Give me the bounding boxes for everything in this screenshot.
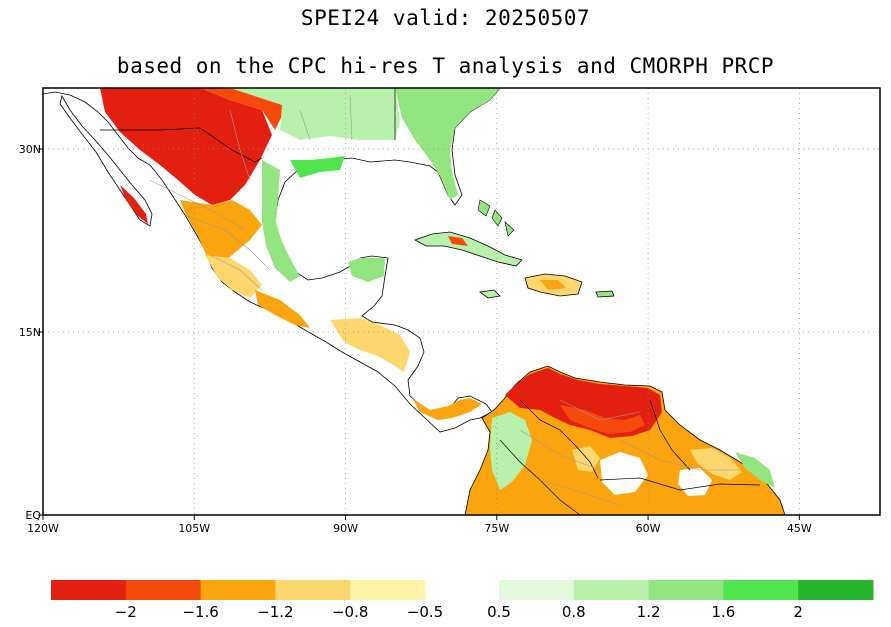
land-puerto-rico [595,290,615,298]
colorbar-label: −0.5 [407,603,443,621]
colorbar-label: 0.8 [562,603,586,621]
x-tick-label: 90W [333,522,358,535]
land-central-america-fill [330,318,410,372]
colorbar-label: −0.8 [332,603,368,621]
colorbar-dry-segment [51,580,127,600]
map-area [43,88,786,515]
mild-dry-central-mexico [205,255,262,298]
wet-region-colombia [490,412,532,490]
map-title: SPEI24 valid: 20250507 [300,6,591,30]
wet-region-gulf-mexico [262,160,300,282]
wet-region-south-us [230,88,400,140]
wet-region-southeast-us [395,88,500,200]
land-jamaica [478,289,501,299]
colorbar-wet-segment [798,580,874,600]
x-tick-label: 105W [178,522,210,535]
colorbar-label: −1.6 [182,603,218,621]
colorbar: −2 −1.6 −1.2 −0.8 −0.5 0.5 0.8 1.2 1.6 2 [51,580,874,621]
neutral-region-amazon [600,452,648,495]
axis-ticks: 120W 105W 90W 75W 60W 45W 30N 15N EQ [19,143,812,535]
map-subtitle: based on the CPC hi-res T analysis and C… [116,54,775,78]
moderate-dry-central-mexico [180,200,262,270]
y-tick-label: 15N [19,326,41,339]
land-bahamas [477,199,515,237]
colorbar-wet-segment [723,580,799,600]
map-gridlines [43,88,880,515]
dry-region-cuba [448,236,468,246]
y-tick-label: 30N [19,143,41,156]
colorbar-label: −2 [115,603,137,621]
colorbar-label: 2 [793,603,803,621]
moderate-dry-south-mexico [255,290,310,328]
map-frame [42,87,881,516]
colorbar-dry-segment [275,580,351,600]
country-borders [100,88,761,515]
x-tick-label: 60W [636,522,661,535]
colorbar-label: 1.6 [711,603,735,621]
dry-region-baja [120,185,148,224]
colorbar-dry-segment [350,580,426,600]
dry-region-panama [412,398,482,420]
state-borders [149,94,740,506]
y-tick-label: EQ [25,509,41,522]
x-tick-label: 120W [27,522,59,535]
colorbar-wet-segment [648,580,724,600]
colorbar-dry-segment [200,580,276,600]
colorbar-label: −1.2 [257,603,293,621]
colorbar-dry-segment [125,580,202,600]
mild-dry-northern-brazil [690,448,742,480]
wet-region-yucatan [348,258,385,282]
colorbar-label: 1.2 [637,603,661,621]
colorbar-wet-segment [573,580,650,600]
colorbar-label: 0.5 [487,603,511,621]
x-tick-label: 45W [787,522,812,535]
x-tick-label: 75W [484,522,509,535]
mild-dry-brazil [572,446,600,472]
dry-region-nw-mexico [100,88,272,205]
colorbar-wet-segment [499,580,575,600]
land-cuba [414,231,523,267]
wet-region-guyana [735,452,775,488]
dry-region-hispaniola [540,280,566,290]
wet-region-texas-coast [290,156,345,178]
